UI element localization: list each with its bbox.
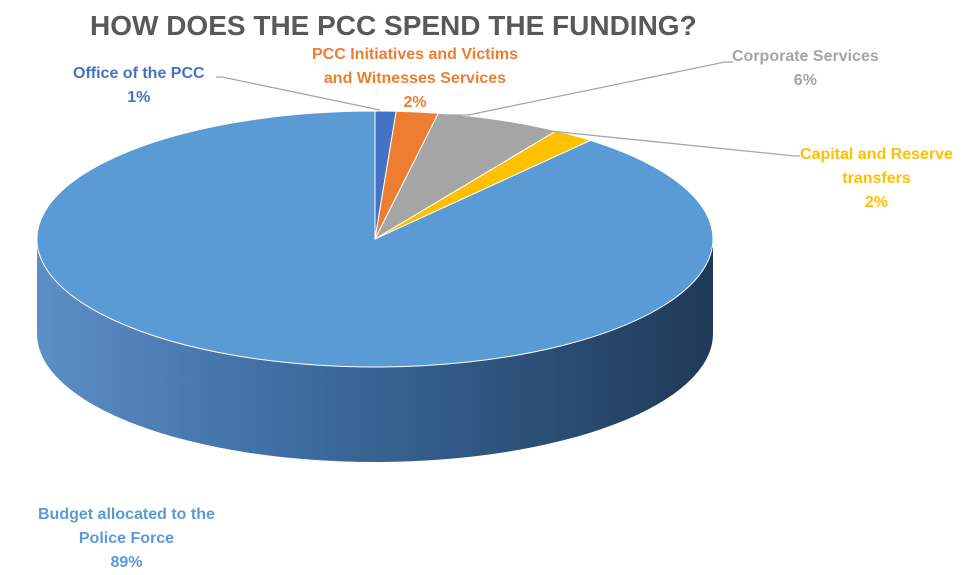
slice-label-line: Capital and Reserve [800, 146, 953, 163]
pie-side-wall [37, 239, 713, 462]
leader-line-2 [467, 61, 733, 116]
slice-label-2: Corporate Services 6% [732, 45, 879, 93]
slice-label-4: Budget allocated to the Police Force 89% [38, 503, 215, 575]
slice-label-1: PCC Initiatives and Victims and Witnesses… [312, 43, 518, 115]
slice-value-label: 2% [403, 94, 427, 111]
slice-label-line: PCC Initiatives and Victims [312, 46, 518, 63]
slice-value-label: 1% [127, 89, 151, 106]
slice-value-label: 6% [793, 72, 817, 89]
slice-label-line: Police Force [78, 530, 175, 547]
pie-slice-2 [373, 112, 558, 241]
slice-value-label: 2% [864, 194, 889, 211]
slice-value-label: 89% [110, 554, 143, 571]
leader-line-3 [539, 129, 800, 157]
pie-slice-4 [36, 110, 714, 368]
slice-label-line: transfers [842, 170, 911, 187]
slice-label-line: Budget allocated to the [38, 506, 215, 523]
slice-label-3: Capital and Reserve transfers 2% [800, 143, 953, 215]
slice-label-line: and Witnesses Services [323, 70, 507, 87]
slice-label-0: Office of the PCC 1% [73, 62, 205, 110]
slice-label-line: Office of the PCC [73, 65, 205, 82]
leader-line-0 [216, 76, 381, 111]
chart-title: HOW DOES THE PCC SPEND THE FUNDING? [90, 10, 697, 41]
slice-label-line: Corporate Services [732, 48, 879, 65]
